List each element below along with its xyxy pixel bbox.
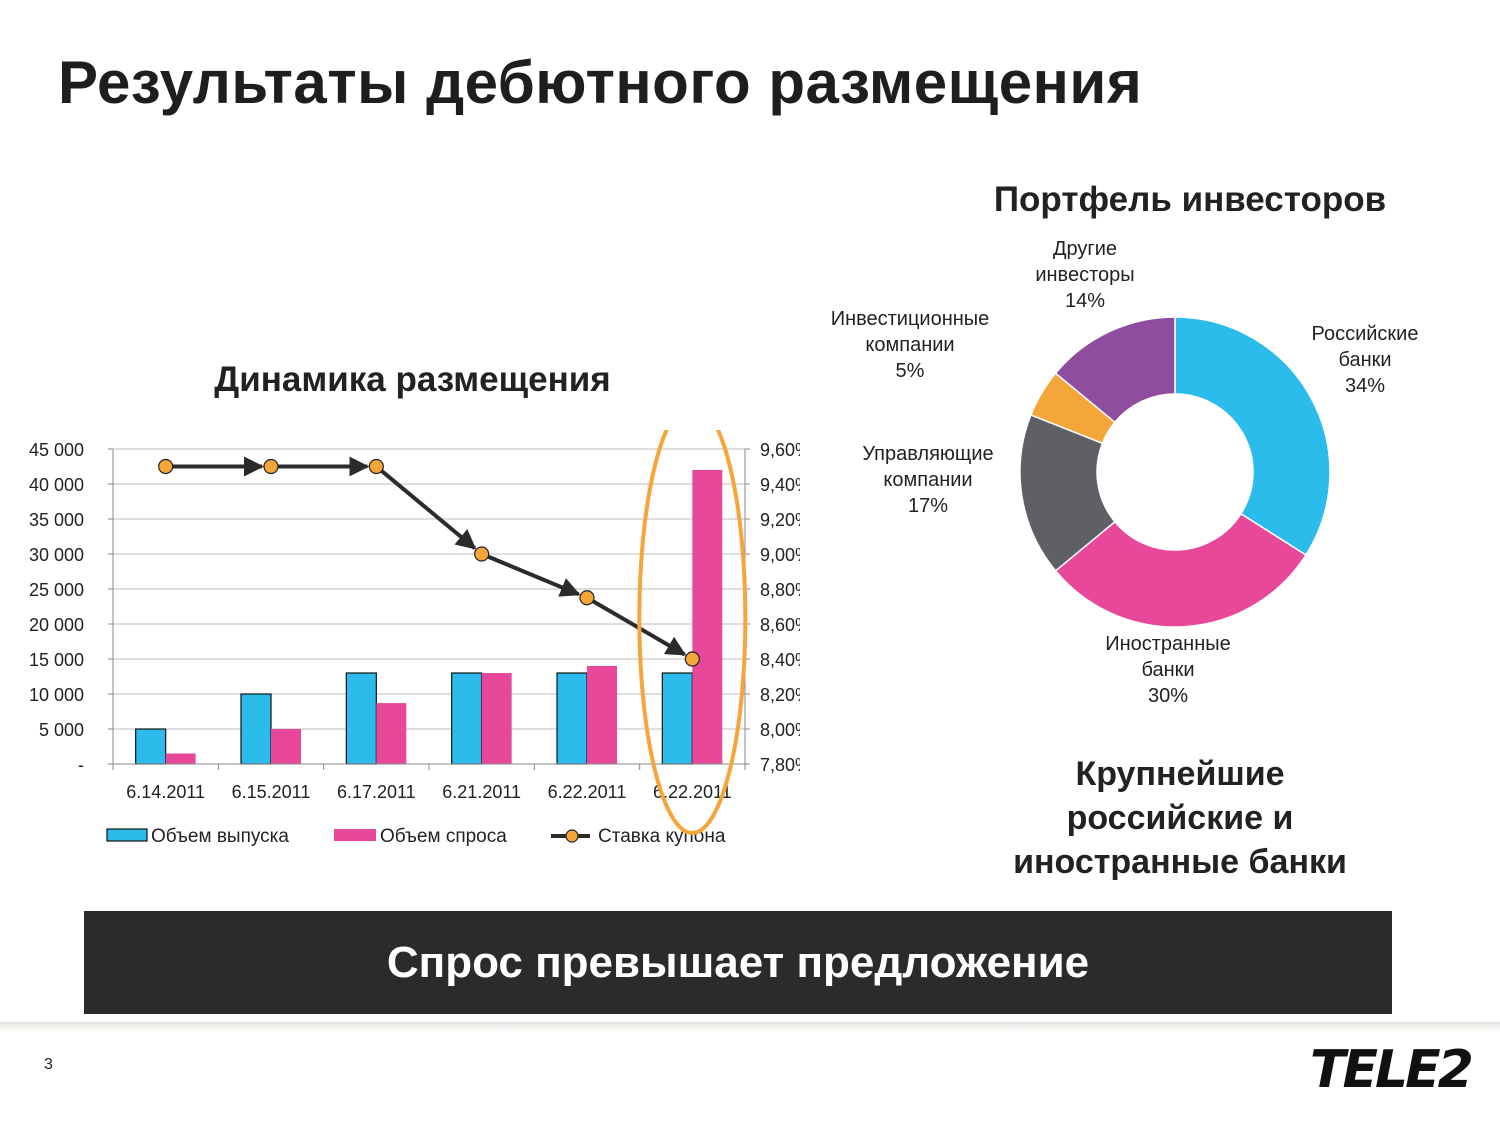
page-title: Результаты дебютного размещения <box>58 49 1143 116</box>
slice-name-label: Иностранные <box>1105 633 1231 655</box>
slice-name-label: компании <box>865 334 954 356</box>
demand-volume-bar <box>376 703 407 764</box>
right-axis-tick-label: 9,40% <box>760 475 800 495</box>
slice-name-label: компании <box>883 469 972 491</box>
demand-volume-bar <box>692 470 723 764</box>
coupon-rate-segment <box>585 596 687 657</box>
slice-percent-label: 5% <box>896 360 925 382</box>
tele2-logo: TELE2 <box>1310 1040 1474 1100</box>
x-axis-tick-label: 6.15.2011 <box>232 782 311 802</box>
slice-name-label: банки <box>1141 659 1194 681</box>
pie-chart-title: Портфель инвесторов <box>993 180 1387 219</box>
highlight-line-1: Крупнейшие <box>1075 755 1285 793</box>
demand-volume-bar <box>481 673 512 764</box>
slice-name-label: Управляющие <box>862 443 993 465</box>
left-axis-tick-label: 20 000 <box>29 615 84 635</box>
donut-slice <box>1054 316 1176 424</box>
issue-volume-bar <box>661 672 693 765</box>
highlight-text: Крупнейшие российские и иностранные банк… <box>1000 752 1360 884</box>
coupon-rate-point <box>579 590 595 606</box>
left-axis-tick-label: - <box>78 755 84 775</box>
legend-demand-swatch <box>334 829 376 841</box>
x-axis-tick-label: 6.14.2011 <box>126 782 205 802</box>
slice-name-label: Российские <box>1312 323 1419 345</box>
coupon-rate-segment <box>480 552 581 597</box>
demand-volume-bar <box>165 753 196 764</box>
slice-percent-label: 14% <box>1065 290 1105 312</box>
issue-volume-bar <box>451 672 483 765</box>
coupon-rate-point <box>263 458 279 475</box>
slice-name-label: банки <box>1338 349 1391 371</box>
donut-slice <box>1054 512 1307 628</box>
right-axis-tick-label: 7,80% <box>760 755 800 775</box>
left-axis-tick-label: 15 000 <box>29 650 84 670</box>
coupon-rate-point <box>474 546 490 562</box>
x-axis-tick-label: 6.22.2011 <box>548 782 627 802</box>
right-axis-tick-label: 8,80% <box>760 580 800 600</box>
demand-volume-bar <box>587 666 617 764</box>
legend-issue-swatch <box>106 828 148 842</box>
right-axis-tick-label: 8,00% <box>760 720 800 740</box>
left-axis-tick-label: 40 000 <box>29 475 84 495</box>
right-axis-tick-label: 9,00% <box>760 545 800 565</box>
right-axis-tick-label: 8,60% <box>760 615 800 635</box>
slice-name-label: Другие <box>1053 240 1117 260</box>
legend-issue-label: Объем выпуска <box>151 826 289 847</box>
slice-percent-label: 34% <box>1345 375 1385 397</box>
left-axis-tick-label: 45 000 <box>29 440 84 460</box>
placement-dynamics-chart: - 7,80% 5 000 8,00% 10 000 8,20% 15 000 8,40% 20… <box>29 430 800 847</box>
left-axis-tick-label: 25 000 <box>29 580 84 600</box>
bar-chart-title: Динамика размещения <box>214 360 611 399</box>
left-axis-tick-label: 30 000 <box>29 545 84 565</box>
x-axis-tick-label: 6.17.2011 <box>337 782 416 802</box>
demand-volume-bar <box>271 729 301 764</box>
investor-portfolio-chart: Российские банки 34% Иностранные банки 30% Упр… <box>831 240 1419 707</box>
slice-name-label: Инвестиционные <box>831 308 990 330</box>
right-axis-tick-label: 8,40% <box>760 650 800 670</box>
x-axis-tick-label: 6.22.2011 <box>653 782 732 802</box>
coupon-rate-point <box>684 651 700 667</box>
right-axis-tick-label: 9,20% <box>760 510 800 530</box>
page-number: 3 <box>44 1056 53 1073</box>
legend-demand-label: Объем спроса <box>380 826 507 847</box>
right-axis-tick-label: 8,20% <box>760 685 800 705</box>
highlight-ellipse <box>637 430 748 835</box>
footer-divider <box>0 1022 1500 1032</box>
coupon-rate-segment <box>375 464 477 550</box>
right-axis-tick-label: 9,60% <box>760 440 800 460</box>
issue-volume-bar <box>556 672 588 765</box>
highlight-line-3: иностранные банки <box>1013 843 1347 881</box>
coupon-rate-point <box>368 458 384 475</box>
slice-percent-label: 30% <box>1148 685 1188 707</box>
highlight-line-2: российские и <box>1066 799 1294 837</box>
left-axis-tick-label: 35 000 <box>29 510 84 530</box>
slice-name-label: инвесторы <box>1035 264 1134 286</box>
conclusion-banner: Спрос превышает предложение <box>84 911 1392 1014</box>
left-axis-tick-label: 10 000 <box>29 685 84 705</box>
x-axis-tick-label: 6.21.2011 <box>442 782 521 802</box>
issue-volume-bar <box>240 693 272 765</box>
legend-coupon-marker <box>565 829 579 843</box>
issue-volume-bar <box>135 728 167 765</box>
left-axis-tick-label: 5 000 <box>39 720 84 740</box>
slice-percent-label: 17% <box>908 495 948 517</box>
coupon-rate-point <box>158 458 174 475</box>
donut-slice <box>1174 316 1331 557</box>
legend-coupon-label: Ставка купона <box>598 826 726 847</box>
issue-volume-bar <box>345 672 377 765</box>
